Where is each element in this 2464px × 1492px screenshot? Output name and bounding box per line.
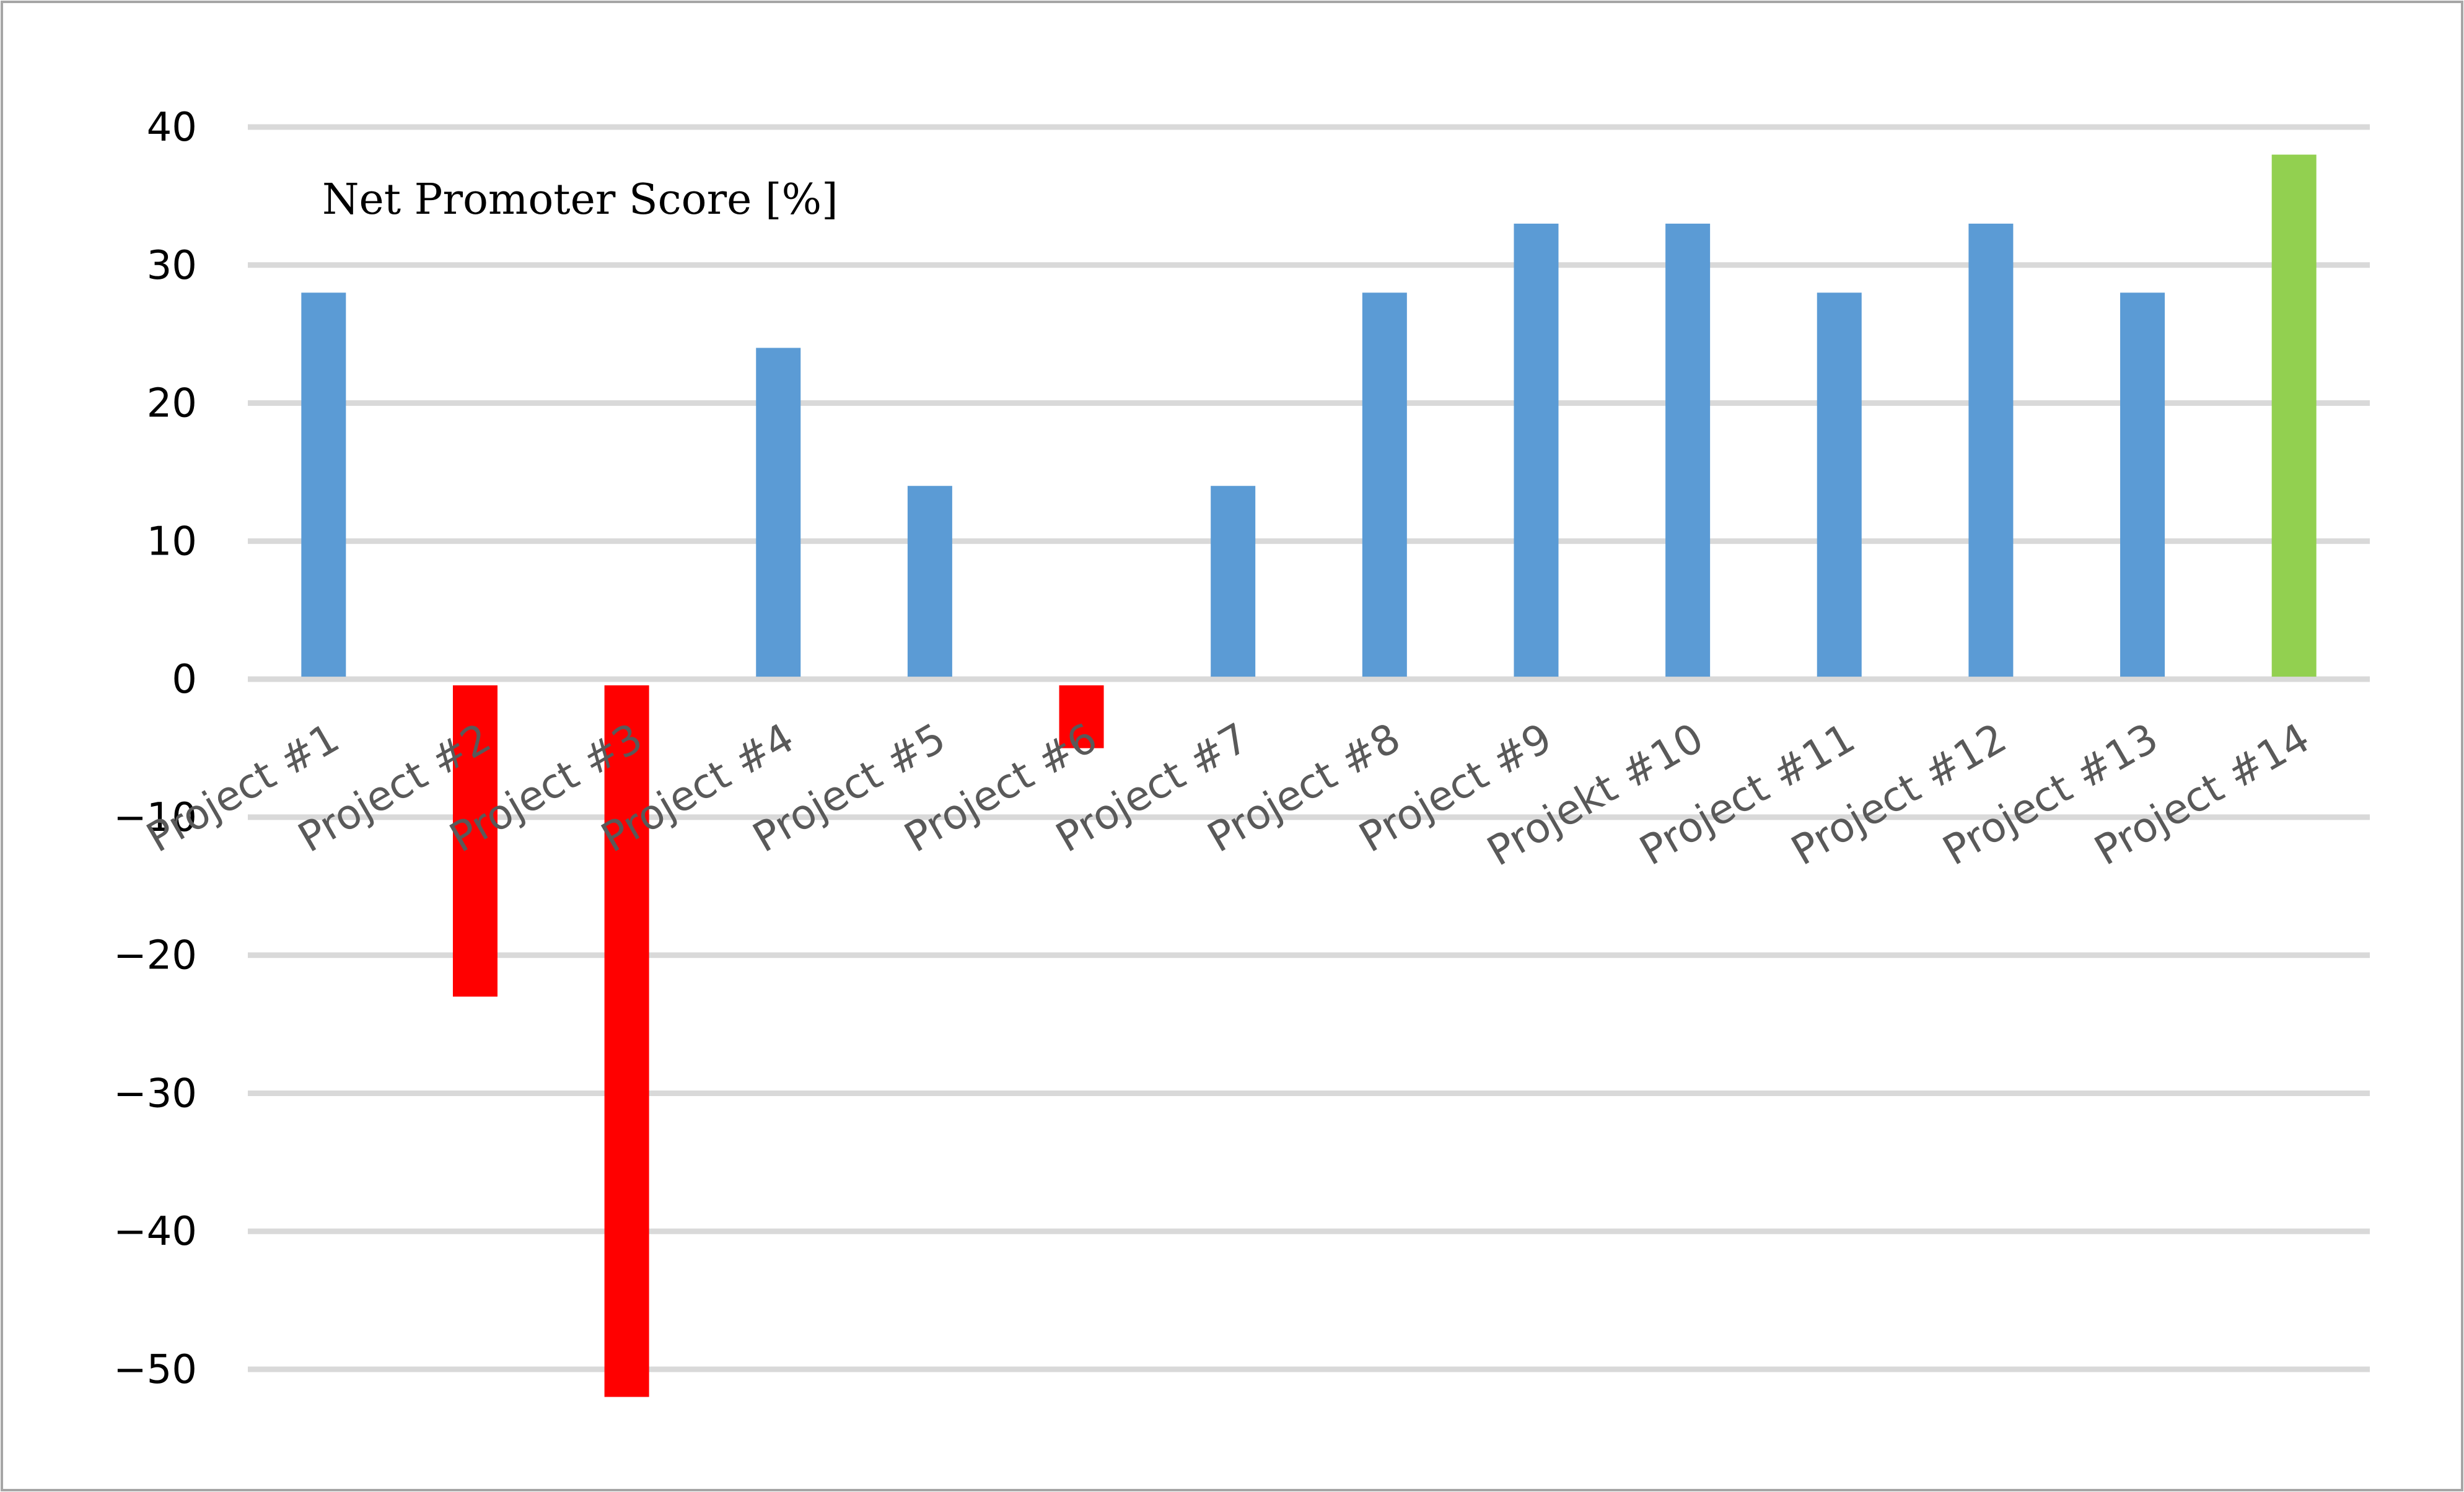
bar-project-3: [604, 685, 649, 1397]
y-tick-label: −40: [113, 1209, 197, 1255]
y-tick-label: 40: [147, 105, 197, 151]
bar-project-6: [1059, 685, 1104, 748]
bar-project-11: [1817, 292, 1862, 677]
bar-project-12: [1968, 223, 2014, 677]
y-axis-tick-labels: 40 30 20 10 0 −10 −20 −30 −40 −50: [113, 105, 197, 1393]
y-tick-label: 10: [147, 519, 197, 564]
bars: [301, 154, 2317, 1397]
bar-project-8: [1362, 292, 1407, 677]
bar-project-14: [2271, 154, 2317, 677]
y-tick-label: 20: [147, 381, 197, 427]
chart-title: Net Promoter Score [%]: [322, 175, 838, 224]
y-tick-label: −10: [113, 795, 197, 841]
bar-project-5: [907, 486, 952, 677]
bar-project-4: [756, 348, 801, 677]
bar-projekt-10: [1665, 223, 1711, 677]
bar-project-9: [1514, 223, 1559, 677]
y-tick-label: −20: [113, 933, 197, 979]
bar-project-7: [1211, 486, 1256, 677]
bar-project-1: [301, 292, 346, 677]
gridlines: [248, 124, 2370, 1372]
bar-project-2: [452, 685, 498, 997]
y-tick-label: 30: [147, 243, 197, 289]
y-tick-label: −50: [113, 1347, 197, 1393]
y-tick-label: 0: [172, 657, 197, 703]
bar-project-13: [2120, 292, 2165, 677]
y-tick-label: −30: [113, 1071, 197, 1117]
